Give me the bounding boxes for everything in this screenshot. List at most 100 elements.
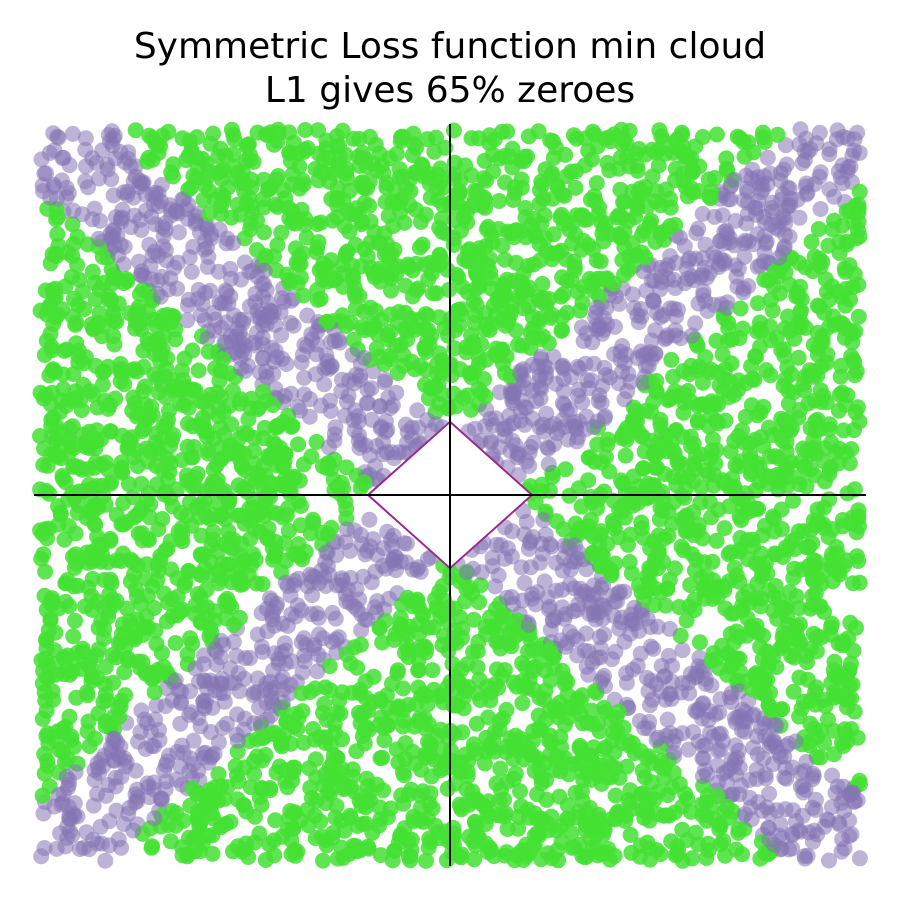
scatter-point: [99, 156, 115, 173]
scatter-point: [138, 608, 155, 625]
scatter-point: [399, 256, 416, 273]
scatter-point: [618, 428, 635, 445]
scatter-point: [251, 523, 268, 540]
scatter-point: [571, 739, 588, 756]
scatter-point: [848, 619, 864, 636]
scatter-point: [618, 674, 635, 691]
scatter-point: [844, 334, 861, 351]
scatter-point: [43, 417, 60, 434]
scatter-point: [561, 576, 578, 593]
scatter-point: [764, 302, 781, 319]
scatter-point: [765, 756, 781, 773]
scatter-point: [392, 204, 409, 220]
scatter-point: [35, 546, 52, 563]
scatter-point: [361, 128, 378, 145]
scatter-point: [41, 145, 58, 161]
scatter-point: [327, 809, 344, 826]
scatter-point: [732, 663, 748, 680]
scatter-point: [454, 620, 471, 637]
scatter-point: [674, 821, 691, 838]
scatter-point: [33, 848, 50, 865]
scatter-point: [777, 320, 794, 337]
scatter-point: [388, 741, 405, 758]
scatter-point: [635, 374, 652, 391]
scatter-point: [665, 368, 682, 385]
scatter-point: [37, 563, 54, 580]
scatter-point: [498, 738, 515, 755]
scatter-point: [206, 641, 223, 658]
scatter-point: [797, 319, 814, 336]
scatter-point: [756, 271, 773, 288]
scatter-point: [372, 847, 389, 864]
scatter-point: [580, 643, 597, 660]
scatter-point: [140, 778, 157, 795]
scatter-point: [851, 413, 868, 430]
scatter-point: [623, 612, 639, 629]
scatter-point: [61, 598, 78, 615]
scatter-point: [510, 336, 526, 353]
scatter-point: [420, 733, 437, 750]
scatter-point: [236, 445, 253, 462]
scatter-point: [815, 387, 832, 404]
scatter-point: [791, 209, 808, 226]
scatter-point: [399, 589, 416, 606]
scatter-point: [671, 776, 688, 792]
scatter-point: [148, 697, 165, 714]
scatter-point: [635, 529, 652, 546]
scatter-point: [412, 563, 429, 580]
scatter-point: [409, 402, 426, 419]
scatter-point: [130, 653, 147, 670]
scatter-point: [585, 739, 602, 756]
scatter-point: [150, 198, 167, 215]
scatter-point: [850, 213, 867, 230]
scatter-point: [802, 692, 819, 709]
scatter-point: [477, 835, 494, 852]
scatter-point: [224, 445, 241, 462]
scatter-point: [58, 189, 75, 206]
scatter-point: [761, 318, 778, 335]
scatter-point: [316, 376, 333, 393]
scatter-point: [254, 576, 271, 592]
scatter-point: [262, 673, 279, 690]
scatter-point: [632, 743, 649, 760]
scatter-point: [610, 226, 627, 243]
scatter-point: [256, 224, 272, 241]
scatter-point: [296, 386, 313, 403]
scatter-point: [413, 761, 429, 778]
scatter-point: [173, 504, 189, 521]
scatter-point: [676, 394, 693, 411]
scatter-point: [347, 300, 364, 317]
scatter-point: [538, 791, 555, 808]
scatter-point: [210, 263, 227, 280]
scatter-point: [642, 697, 658, 714]
scatter-point: [445, 236, 462, 253]
scatter-point: [524, 410, 541, 427]
scatter-point: [494, 608, 511, 625]
scatter-point: [173, 683, 190, 700]
scatter-point: [126, 449, 142, 466]
scatter-point: [292, 256, 309, 273]
scatter-point: [295, 287, 312, 304]
scatter-point: [496, 791, 513, 808]
scatter-point: [541, 482, 558, 499]
scatter-point: [313, 397, 330, 414]
scatter-point: [196, 177, 213, 194]
scatter-point: [336, 781, 352, 798]
scatter-point: [425, 681, 442, 698]
scatter-point: [319, 313, 336, 330]
scatter-point: [594, 378, 611, 395]
scatter-point: [554, 186, 571, 203]
scatter-point: [599, 154, 616, 171]
scatter-point: [574, 848, 591, 865]
scatter-point: [508, 322, 524, 339]
scatter-point: [830, 668, 847, 685]
scatter-point: [303, 448, 320, 465]
scatter-point: [363, 380, 380, 397]
scatter-point: [656, 466, 673, 482]
scatter-point: [664, 516, 680, 532]
scatter-point: [770, 481, 787, 498]
scatter-point: [169, 588, 186, 605]
scatter-point: [65, 458, 82, 475]
scatter-point: [714, 346, 731, 363]
